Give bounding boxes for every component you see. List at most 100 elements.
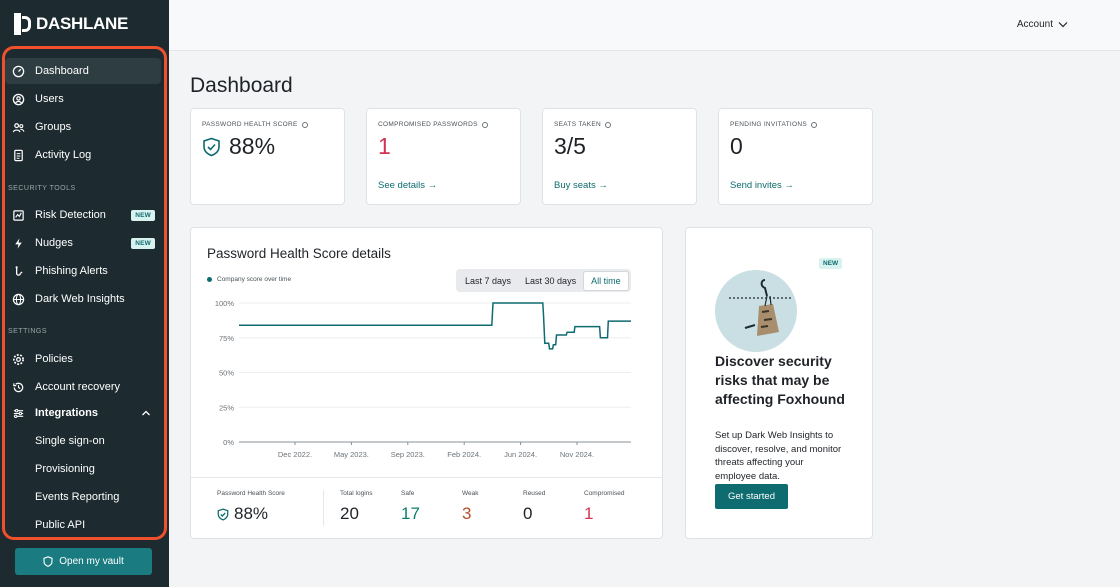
summary-divider <box>323 490 324 526</box>
stat-label: COMPROMISED PASSWORDS <box>378 121 488 128</box>
summary-label: Reused <box>523 490 546 497</box>
section-label-settings: SETTINGS <box>8 328 48 335</box>
sidebar-item-policies[interactable]: Policies <box>5 346 161 372</box>
stat-label: SEATS TAKEN <box>554 121 612 128</box>
summary-value: 0 <box>523 504 533 523</box>
buy-seats-link[interactable]: Buy seats → <box>554 180 608 191</box>
sidebar-item-public-api[interactable]: Public API <box>5 512 161 538</box>
promo-illustration <box>715 270 797 352</box>
gauge-icon <box>11 64 25 78</box>
stat-card-seats: SEATS TAKEN 3/5 Buy seats → <box>542 108 697 205</box>
sidebar-item-single-sign-on[interactable]: Single sign-on <box>5 428 161 454</box>
series-line <box>239 302 631 350</box>
sidebar-item-label: Phishing Alerts <box>35 265 108 277</box>
open-vault-button[interactable]: Open my vault <box>15 548 152 575</box>
summary-total-logins: Total logins 20 <box>340 490 373 524</box>
sidebar-item-dark-web-insights[interactable]: Dark Web Insights <box>5 286 161 312</box>
sidebar-item-label: Dark Web Insights <box>35 293 125 305</box>
range-last-30-days[interactable]: Last 30 days <box>525 275 577 286</box>
dark-web-promo-card: NEW Discover security risks that may be … <box>685 227 873 539</box>
new-badge: NEW <box>819 258 843 269</box>
stat-card-pending-invitations: PENDING INVITATIONS 0 Send invites → <box>718 108 873 205</box>
y-tick-label: 50% <box>219 369 234 378</box>
summary-label: Total logins <box>340 490 373 497</box>
summary-value: 3 <box>462 504 472 523</box>
stat-card-health-score: PASSWORD HEALTH SCORE 88% <box>190 108 345 205</box>
see-details-link[interactable]: See details → <box>378 180 438 191</box>
summary-label: Safe <box>401 490 415 497</box>
sidebar-item-account-recovery[interactable]: Account recovery <box>5 374 161 400</box>
sidebar-item-label: Integrations <box>35 407 98 419</box>
info-icon[interactable] <box>605 121 612 128</box>
user-circle-icon <box>11 92 25 106</box>
promo-title: Discover security risks that may be affe… <box>715 353 845 407</box>
globe-icon <box>11 292 25 306</box>
x-tick-label: May 2023. <box>334 450 369 459</box>
x-tick-label: Nov 2024. <box>560 450 594 459</box>
range-last-7-days[interactable]: Last 7 days <box>465 275 512 286</box>
summary-value: 20 <box>340 504 359 523</box>
info-icon[interactable] <box>481 121 488 128</box>
sidebar-item-label: Users <box>35 93 64 105</box>
stat-value: 3/5 <box>554 133 586 159</box>
sidebar-item-events-reporting[interactable]: Events Reporting <box>5 484 161 510</box>
summary-safe: Safe 17 <box>401 490 420 524</box>
sidebar-item-label: Events Reporting <box>35 491 120 503</box>
chart-title: Password Health Score details <box>207 246 391 261</box>
sidebar-item-groups[interactable]: Groups <box>5 114 161 140</box>
promo-text: Set up Dark Web Insights to discover, re… <box>715 430 842 482</box>
section-label-security-tools: SECURITY TOOLS <box>8 185 76 192</box>
summary-reused: Reused 0 <box>523 490 545 524</box>
sidebar-item-integrations[interactable]: Integrations <box>5 400 161 426</box>
sidebar-item-label: Activity Log <box>35 149 92 161</box>
summary-value: 88% <box>217 504 285 524</box>
sidebar-item-label: Single sign-on <box>35 435 105 447</box>
x-tick-label: Jun 2024. <box>504 450 537 459</box>
account-label: Account <box>1016 19 1053 30</box>
shield-check-icon <box>203 137 220 156</box>
get-started-button[interactable]: Get started <box>715 484 788 509</box>
new-badge: NEW <box>131 237 155 249</box>
sidebar-item-dashboard[interactable]: Dashboard <box>5 58 161 84</box>
users-icon <box>11 120 25 134</box>
send-invites-link[interactable]: Send invites → <box>730 180 794 191</box>
sidebar-item-label: Groups <box>35 121 72 133</box>
stat-value: 88% <box>202 133 275 160</box>
sidebar-item-users[interactable]: Users <box>5 86 161 112</box>
stat-label: PENDING INVITATIONS <box>730 121 817 128</box>
sidebar-item-provisioning[interactable]: Provisioning <box>5 456 161 482</box>
x-tick-label: Sep 2023. <box>391 450 425 459</box>
y-tick-label: 25% <box>219 403 234 412</box>
x-tick-label: Dec 2022. <box>278 450 312 459</box>
range-selector: Last 7 days Last 30 days All time <box>456 269 631 292</box>
document-icon <box>11 148 25 162</box>
new-badge: NEW <box>131 209 155 221</box>
sidebar-item-risk-detection[interactable]: Risk Detection NEW <box>5 202 161 228</box>
sidebar-item-nudges[interactable]: Nudges NEW <box>5 230 161 256</box>
chevron-up-icon[interactable] <box>141 408 151 418</box>
y-tick-label: 100% <box>215 299 235 308</box>
page-title: Dashboard <box>190 74 293 97</box>
gear-icon <box>11 352 25 366</box>
info-icon[interactable] <box>810 121 817 128</box>
y-tick-label: 0% <box>223 438 234 447</box>
chevron-down-icon <box>1058 22 1068 28</box>
range-all-time[interactable]: All time <box>583 270 629 291</box>
dashlane-logo[interactable]: DASHLANE <box>14 13 128 35</box>
health-score-line-chart: 100% 75% 50% 25% 0% Dec 2022. May 2023. Sep 202… <box>215 299 631 459</box>
x-tick-label: Feb 2024. <box>447 450 481 459</box>
account-menu[interactable]: Account <box>1017 19 1068 30</box>
sidebar-item-phishing-alerts[interactable]: Phishing Alerts <box>5 258 161 284</box>
stat-card-compromised: COMPROMISED PASSWORDS 1 See details → <box>366 108 521 205</box>
summary-compromised: Compromised 1 <box>584 490 624 524</box>
sliders-icon <box>11 406 25 420</box>
y-tick-label: 75% <box>219 334 234 343</box>
sidebar-item-label: Dashboard <box>35 65 89 77</box>
shield-check-icon <box>217 507 229 521</box>
info-icon[interactable] <box>301 121 308 128</box>
recovery-icon <box>11 380 25 394</box>
sidebar-item-activity-log[interactable]: Activity Log <box>5 142 161 168</box>
summary-weak: Weak 3 <box>462 490 479 524</box>
top-bar: Account <box>169 0 1120 51</box>
summary-label: Weak <box>462 490 479 497</box>
